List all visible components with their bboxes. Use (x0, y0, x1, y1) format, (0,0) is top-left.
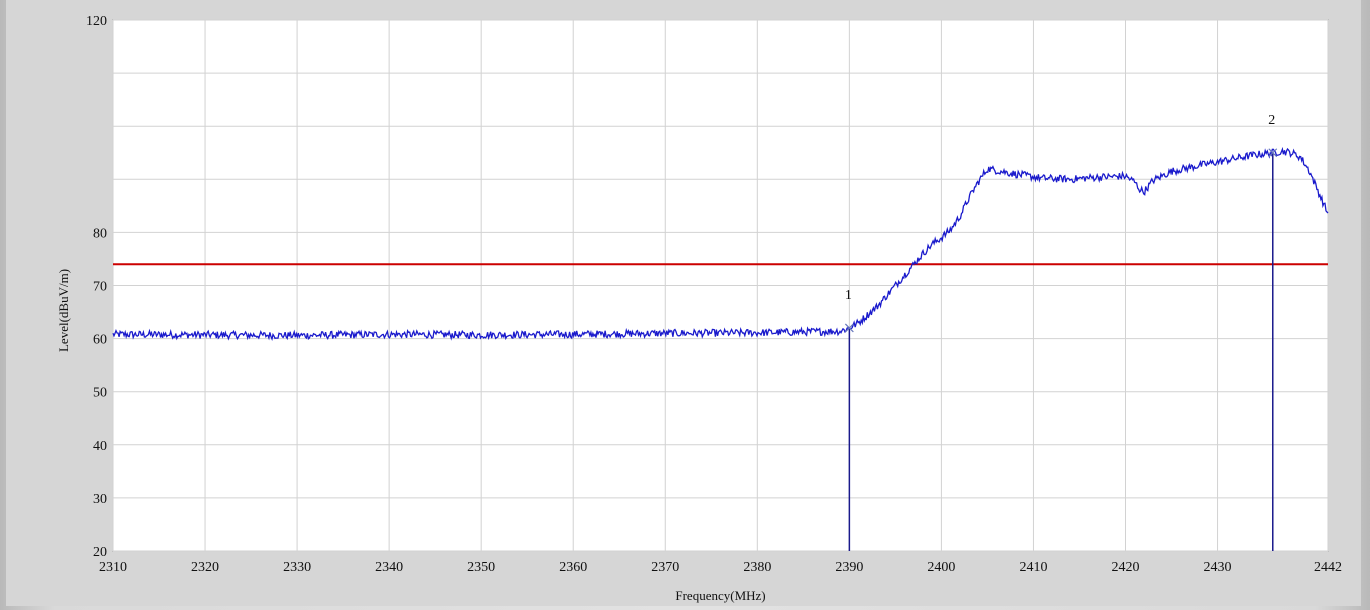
y-tick-label: 50 (93, 386, 107, 401)
y-tick-label: 30 (93, 492, 107, 507)
grid (112, 19, 1329, 552)
x-tick-label: 2310 (99, 560, 127, 575)
x-axis-label: Frequency(MHz) (675, 588, 765, 603)
x-tick-label: 2380 (743, 560, 771, 575)
x-tick-label: 2430 (1204, 560, 1232, 575)
y-tick-label: 40 (93, 439, 107, 454)
y-axis-label: Level(dBuV/m) (56, 269, 71, 352)
marker-point (1268, 148, 1278, 158)
y-tick-label: 120 (86, 14, 107, 29)
x-tick-label: 2340 (375, 560, 403, 575)
marker-label: 1 (845, 288, 852, 303)
series-group (112, 146, 1329, 341)
x-tick-label: 2370 (651, 560, 679, 575)
x-tick-label: 2360 (559, 560, 587, 575)
x-tick-label: 2350 (467, 560, 495, 575)
marker-point (844, 323, 854, 333)
y-tick-label: 70 (93, 280, 107, 295)
x-tick-label: 2330 (283, 560, 311, 575)
x-tick-label: 2390 (835, 560, 863, 575)
x-tick-label: 2400 (927, 560, 955, 575)
series-trace (112, 146, 1329, 341)
x-tick-label: 2320 (191, 560, 219, 575)
tick-labels: 2310 2320 2330 2340 2350 2360 2370 2380 2390 2400… (86, 14, 1342, 575)
x-tick-label: 2442 (1314, 560, 1342, 575)
marker-label: 2 (1268, 113, 1275, 128)
y-tick-label: 60 (93, 333, 107, 348)
x-tick-label: 2420 (1112, 560, 1140, 575)
y-tick-label: 20 (93, 545, 107, 560)
y-tick-label: 80 (93, 226, 107, 241)
x-tick-label: 2410 (1019, 560, 1047, 575)
marker-group: 12 (844, 113, 1278, 551)
